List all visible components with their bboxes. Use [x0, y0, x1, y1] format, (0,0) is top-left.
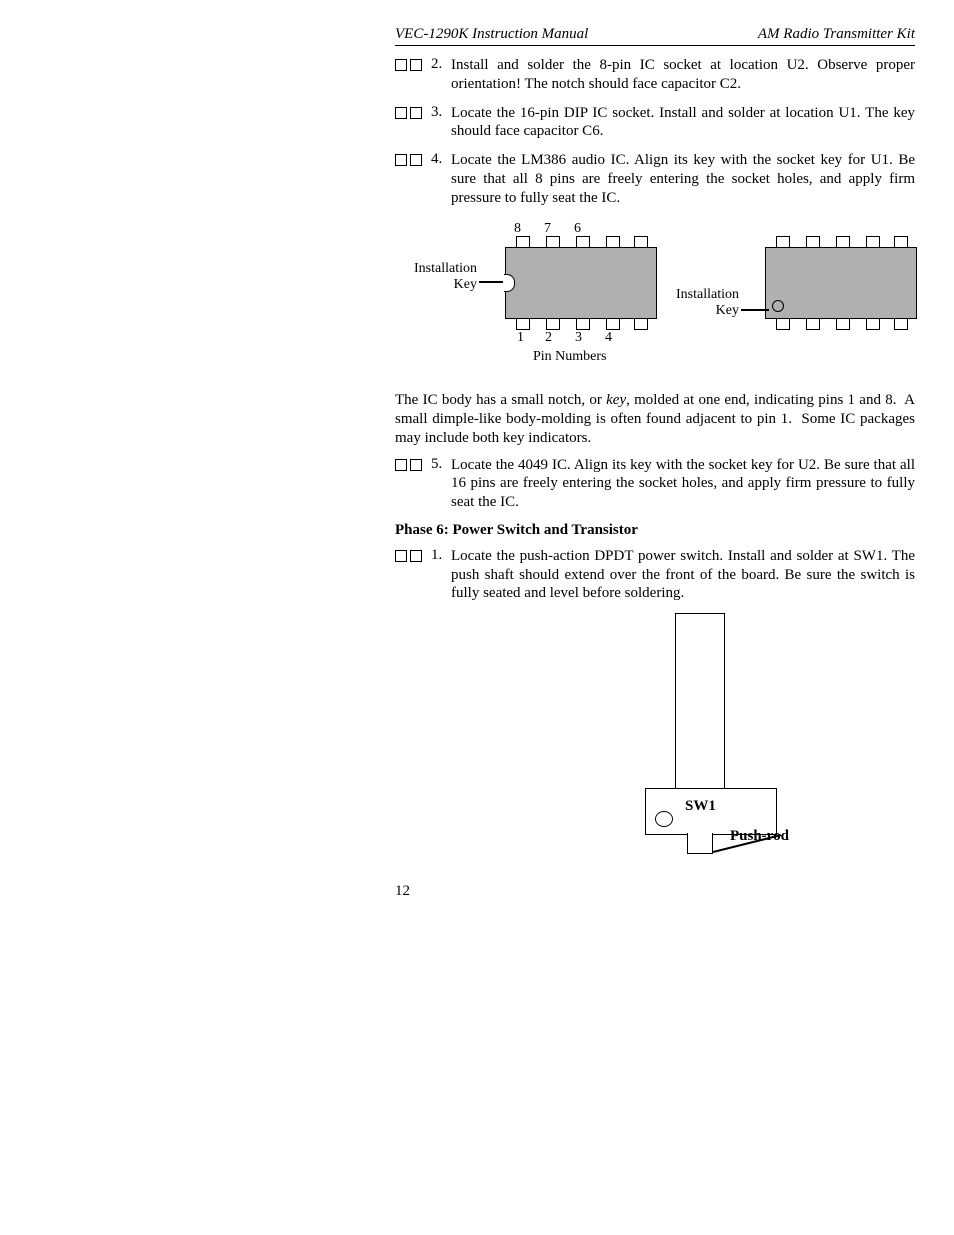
step-checkboxes: [395, 104, 431, 142]
ic-package-2: [765, 247, 917, 319]
header-left: VEC-1290K Instruction Manual: [395, 26, 588, 43]
content-column: VEC-1290K Instruction Manual AM Radio Tr…: [395, 26, 915, 900]
ic-explanation-paragraph: The IC body has a small notch, or key, m…: [395, 391, 915, 447]
pin-label-2: 2: [545, 330, 552, 346]
ic-notch: [504, 274, 515, 292]
manual-page: VEC-1290K Instruction Manual AM Radio Tr…: [0, 0, 954, 1235]
step-text: Locate the LM386 audio IC. Align its key…: [451, 151, 915, 207]
push-rod-label: Push-rod: [730, 828, 789, 845]
pin-label-1: 1: [517, 330, 524, 346]
step-text: Locate the push-action DPDT power switch…: [451, 547, 915, 603]
step-checkboxes: [395, 456, 431, 512]
phase-6-heading: Phase 6: Power Switch and Transistor: [395, 522, 915, 539]
key-pointer-1: [479, 281, 503, 283]
sw1-label: SW1: [685, 798, 716, 815]
step-4: 4. Locate the LM386 audio IC. Align its …: [395, 151, 915, 207]
step-text: Locate the 16-pin DIP IC socket. Install…: [451, 104, 915, 142]
step-text: Install and solder the 8-pin IC socket a…: [451, 56, 915, 94]
switch-body: [675, 613, 725, 790]
step-number: 3.: [431, 104, 451, 142]
step-3: 3. Locate the 16-pin DIP IC socket. Inst…: [395, 104, 915, 142]
ic-diagram: 8 7 6 1 2 3 4 Pin Numbers Installation K…: [395, 217, 915, 377]
key-pointer-2: [741, 309, 769, 311]
installation-key-label-2: Installation Key: [669, 287, 739, 319]
step-5: 5. Locate the 4049 IC. Align its key wit…: [395, 456, 915, 512]
pin-label-4: 4: [605, 330, 612, 346]
pin-numbers-caption: Pin Numbers: [533, 349, 607, 365]
ic-package-1: [505, 247, 657, 319]
step-number: 4.: [431, 151, 451, 207]
pin-label-7: 7: [544, 221, 551, 237]
header-right: AM Radio Transmitter Kit: [758, 26, 915, 43]
ic-dimple: [772, 300, 784, 312]
step-number: 2.: [431, 56, 451, 94]
step-number: 1.: [431, 547, 451, 603]
step-2: 2. Install and solder the 8-pin IC socke…: [395, 56, 915, 94]
pin-label-3: 3: [575, 330, 582, 346]
switch-diagram: SW1 Push-rod: [625, 613, 915, 863]
pin-label-6: 6: [574, 221, 581, 237]
step-text: Locate the 4049 IC. Align its key with t…: [451, 456, 915, 512]
step-checkboxes: [395, 547, 431, 603]
step-checkboxes: [395, 151, 431, 207]
step-number: 5.: [431, 456, 451, 512]
step-checkboxes: [395, 56, 431, 94]
installation-key-label-1: Installation Key: [407, 261, 477, 293]
switch-hole: [655, 811, 673, 827]
pin-label-8: 8: [514, 221, 521, 237]
page-number: 12: [395, 883, 915, 900]
step-6-1: 1. Locate the push-action DPDT power swi…: [395, 547, 915, 603]
page-header: VEC-1290K Instruction Manual AM Radio Tr…: [395, 26, 915, 46]
switch-shaft: [687, 833, 713, 854]
